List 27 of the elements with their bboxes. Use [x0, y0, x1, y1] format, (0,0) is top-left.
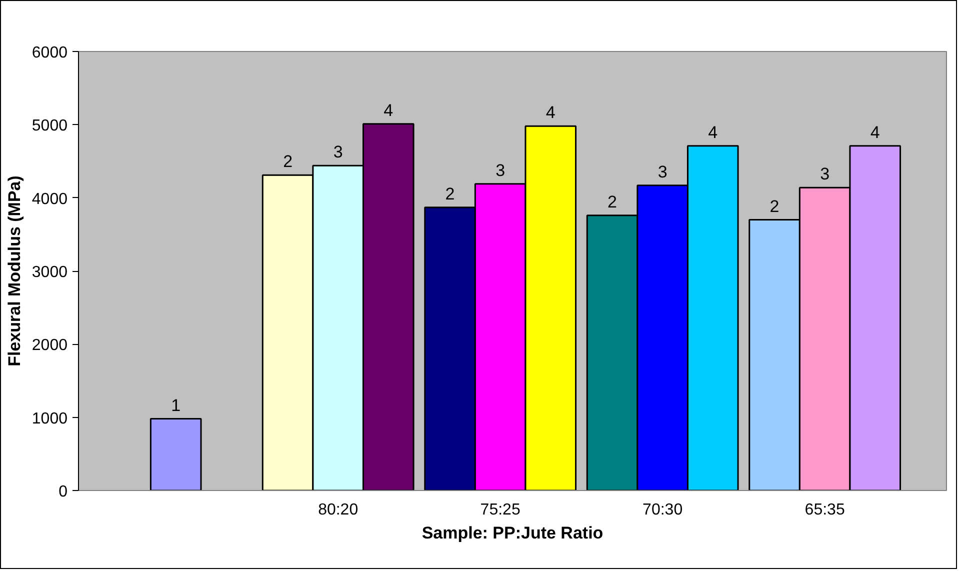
text: 2 — [608, 192, 618, 212]
series-label: 1 — [171, 396, 181, 415]
y-tick-label: 3000 — [32, 264, 68, 281]
y-tick-label: 5000 — [32, 118, 68, 135]
bar — [150, 418, 202, 490]
series-label: 3 — [333, 142, 343, 162]
y-axis-title: Flexural Modulus (MPa) — [4, 176, 24, 366]
text: 2 — [445, 184, 455, 204]
text: 3 — [820, 164, 830, 184]
text: 3 — [496, 160, 506, 180]
x-tick-label: 70:30 — [642, 502, 683, 518]
text: 4 — [546, 103, 556, 122]
y-tick-label: 4000 — [32, 190, 68, 208]
x-tick-label: 80:20 — [318, 502, 358, 518]
text: 3 — [658, 162, 668, 182]
x-tick-label: 75:25 — [480, 502, 520, 518]
y-tick-label: 0 — [58, 484, 68, 500]
series-label: 4 — [384, 100, 394, 120]
text: 4 — [870, 122, 880, 142]
text: 2 — [770, 196, 780, 216]
text: 4 — [708, 122, 718, 142]
y-tick-label: 6000 — [32, 44, 68, 62]
x-tick-label: 65:35 — [804, 502, 845, 518]
series-label: 2 — [283, 152, 293, 172]
y-tick-label: 2000 — [32, 337, 68, 354]
y-tick-label: 1000 — [32, 410, 68, 428]
x-axis-title: Sample: PP:Jute Ratio — [422, 524, 604, 542]
